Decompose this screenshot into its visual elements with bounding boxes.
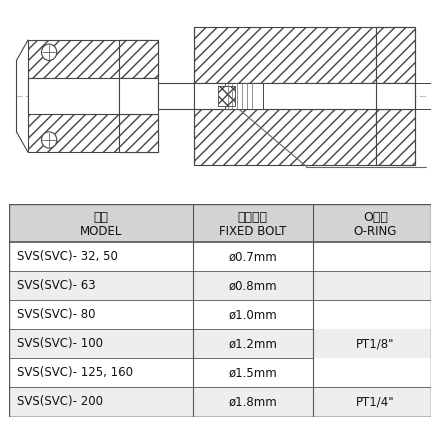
Circle shape [41,44,57,60]
Bar [9,358,431,388]
Bar [218,86,235,106]
Bar [119,114,158,152]
Text: ø1.2mm: ø1.2mm [228,337,277,350]
Polygon shape [28,96,158,152]
Text: ø1.5mm: ø1.5mm [228,366,277,380]
Bar [119,78,158,114]
Bar [225,83,263,109]
Bar [194,83,400,109]
Text: SVS(SVC)- 100: SVS(SVC)- 100 [17,337,103,350]
Circle shape [41,132,57,148]
Bar [28,78,119,114]
Text: ø1.8mm: ø1.8mm [228,396,277,408]
Text: MODEL: MODEL [80,225,122,238]
Text: ø0.8mm: ø0.8mm [228,279,277,292]
Bar [9,329,431,358]
Polygon shape [28,40,158,96]
Bar [218,86,235,106]
Bar [377,109,415,165]
Bar [158,83,194,109]
Text: PT1/8": PT1/8" [356,337,395,350]
Text: PT1/4": PT1/4" [356,396,395,408]
Text: SVS(SVC)- 32, 50: SVS(SVC)- 32, 50 [17,250,118,263]
Bar [194,27,377,83]
Bar [9,388,431,416]
Bar [119,40,158,78]
Bar [9,271,431,300]
Bar [9,242,431,271]
Text: O-RING: O-RING [354,225,397,238]
Text: ø1.0mm: ø1.0mm [228,309,277,321]
Text: SVS(SVC)- 80: SVS(SVC)- 80 [17,309,96,321]
Bar [9,300,431,329]
Text: O型環: O型環 [363,211,388,224]
Text: SVS(SVC)- 63: SVS(SVC)- 63 [17,279,96,292]
Text: 固定螺絲: 固定螺絲 [238,211,268,224]
Text: ø0.7mm: ø0.7mm [228,250,277,263]
Text: 型式: 型式 [93,211,108,224]
Bar [377,83,415,109]
Bar [194,109,377,165]
Text: SVS(SVC)- 125, 160: SVS(SVC)- 125, 160 [17,366,133,380]
Bar [377,27,415,83]
Bar [9,204,431,242]
Text: SVS(SVC)- 200: SVS(SVC)- 200 [17,396,103,408]
Text: FIXED BOLT: FIXED BOLT [219,225,286,238]
